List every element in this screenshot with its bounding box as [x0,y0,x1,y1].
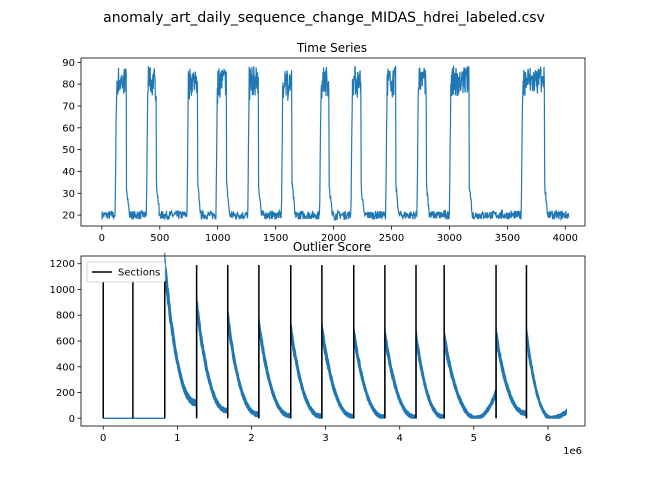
time-series-panel: Time Series 0 500 1000 1500 2000 2500 3000 3500… [62,41,586,244]
time-series-y-tick-label: 30 [62,189,75,200]
time-series-title: Time Series [296,41,367,55]
outlier-score-y-tick-label: 200 [56,388,75,399]
outlier-score-decay-band [321,321,355,419]
time-series-y-tick-label: 50 [62,145,75,156]
time-series-x-tick-label: 3500 [495,233,520,244]
outlier-score-x-tick-label: 0 [100,433,106,444]
time-series-x-tick-label: 500 [150,233,169,244]
time-series-x-tick-label: 4000 [553,233,578,244]
outlier-score-y-tick-label: 400 [56,362,75,373]
time-series-y-tick-label: 80 [62,80,75,91]
outlier-score-title: Outlier Score [293,240,371,254]
x-axis-multiplier-label: 1e6 [563,446,582,457]
time-series-y-tick-label: 40 [62,167,75,178]
outlier-score-decay-band [196,293,229,415]
outlier-score-y-tick-label: 800 [56,311,75,322]
outlier-score-decay-band [290,322,323,419]
outlier-score-decay-band [525,327,567,419]
outlier-score-panel: Outlier Score 0 1 2 3 4 5 6 0 200 400 600 800 1000 12… [50,240,586,457]
time-series-x-tick-label: 2500 [379,233,404,244]
time-series-axes: 0 500 1000 1500 2000 2500 3000 3500 4000 20 30 40 50… [62,58,578,244]
time-series-x-tick-label: 3000 [437,233,462,244]
outlier-score-x-tick-label: 5 [471,433,477,444]
figure-title: anomaly_art_daily_sequence_change_MIDAS_… [103,10,545,26]
outlier-score-y-tick-label: 0 [69,414,75,425]
outlier-score-y-tick-label: 1000 [50,285,75,296]
outlier-score-frame [80,255,586,427]
time-series-y-tick-label: 70 [62,102,75,113]
outlier-score-y-tick-label: 600 [56,337,75,348]
legend: Sections [86,261,166,283]
outlier-score-plot-area [102,252,567,420]
time-series-x-tick-label: 0 [99,233,105,244]
time-series-x-tick-label: 1000 [205,233,230,244]
time-series-y-tick-label: 90 [62,58,75,69]
outlier-score-decay-band [164,252,198,407]
outlier-score-decay-band [258,316,292,419]
outlier-score-x-tick-label: 6 [545,433,551,444]
time-series-y-tick-label: 60 [62,123,75,134]
time-series-x-tick-label: 2000 [321,233,346,244]
outlier-score-decay-band [443,329,497,419]
outlier-score-decay-band [384,326,417,419]
outlier-score-x-tick-label: 2 [248,433,254,444]
outlier-score-y-tick-label: 1200 [50,259,75,270]
time-series-x-tick-label: 1500 [263,233,288,244]
time-series-line [101,65,570,222]
outlier-score-axes: 0 1 2 3 4 5 6 0 200 400 600 800 1000 1200 [50,259,552,444]
time-series-plot-area [101,65,570,222]
outlier-score-x-tick-label: 4 [397,433,403,444]
time-series-frame [80,57,586,227]
outlier-score-x-tick-label: 1 [174,433,180,444]
outlier-score-x-tick-label: 3 [322,433,328,444]
outlier-score-decay-band [415,329,445,420]
legend-sections-label: Sections [118,268,160,279]
outlier-score-decay-band [227,310,260,418]
outlier-score-decay-band [353,326,386,419]
legend-box [86,261,166,283]
time-series-y-tick-label: 20 [62,211,75,222]
outlier-score-decay-band [495,328,527,417]
